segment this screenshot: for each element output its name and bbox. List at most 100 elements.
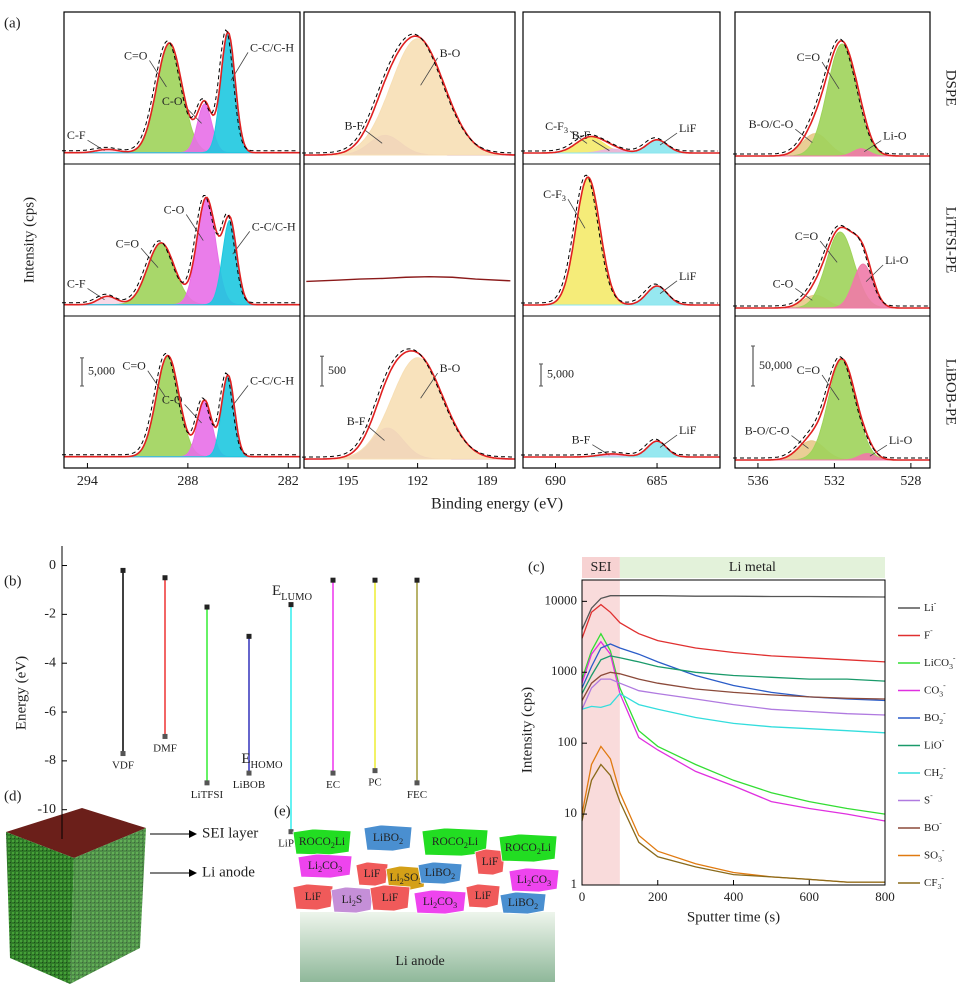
series-line [581,678,886,716]
label-leader [819,240,838,263]
lumo-marker [330,577,336,583]
sei-component [355,861,389,887]
measured-data [62,352,298,456]
text-part: LiBO [373,832,399,844]
peak-label: C=O [122,358,146,372]
label-leader [659,132,678,146]
homo-marker [330,770,336,776]
peak-label: Li-O [885,253,909,267]
y-tick-label: 1 [571,876,578,891]
sei-component [498,833,558,863]
fit-envelope [523,135,720,154]
x-tick-label: 690 [545,474,566,489]
category-label: VDF [112,759,134,771]
text-part: ROCO [432,836,464,848]
text-part: - [930,791,933,800]
category-label: LiTFSI [191,788,224,800]
component-label: LiF [475,890,492,902]
homo-marker [204,780,210,786]
peak-label: B-O [440,361,461,375]
xps-column: 536 532 528 B-O/C-O C=O Li-O C-O C=O Li-O B-O/C-O… [733,11,931,489]
label-leader [87,139,105,152]
text-part: 2 [939,772,943,781]
legend-label: BO2- [924,708,946,726]
sei-component [417,861,463,885]
cube-right [70,828,146,984]
peak-label: B-F [347,414,366,428]
component-label: LiF [364,868,381,880]
panel-label: (d) [4,788,22,804]
region-shade [582,580,620,885]
x-tick-label: 600 [800,889,820,904]
category-label: PC [368,776,381,788]
component-label: Li2CO3 [308,860,342,875]
sei-component [292,883,334,911]
measured-data [521,438,718,456]
cube-left [6,832,74,984]
fit-envelope [523,440,720,458]
x-tick-label: 189 [477,474,498,489]
text-part: C-O [164,202,185,216]
label-leader [659,434,678,448]
text-part: C=O [124,48,148,62]
text-part: CO [531,874,547,886]
lumo-marker [162,575,168,581]
fit-envelope [304,350,515,460]
x-axis-label: Sputter time (s) [687,909,780,925]
x-axis-label: Binding energy (eV) [431,496,563,513]
text-part: Li [342,894,352,906]
text-part: Li [308,860,318,872]
text-part: C=O [797,50,821,64]
x-tick-label: 800 [875,889,895,904]
sei-component [413,889,467,915]
annotation: ELUMO [272,583,313,602]
fitted-peak [735,231,930,309]
component-label: ROCO2Li [432,836,478,851]
text-part: Li [335,836,345,848]
peak-label: LiF [679,423,697,437]
label-leader [185,214,204,241]
text-part: LiF [305,891,322,903]
label-leader [230,52,249,81]
component-label: LiBO2 [373,832,403,847]
category-label: FEC [407,788,427,800]
peak-label: C-F3 [545,119,568,136]
peak-label: B-O [440,46,461,60]
measured-data [521,174,718,304]
text-part: C-F [67,276,86,290]
text-part: C-C/C-H [250,40,294,54]
legend-label: LiO- [924,736,945,751]
sei-component [292,828,352,856]
text-part: B-O [440,46,461,60]
text-part: B-F [347,414,366,428]
component-label: LiF [382,892,399,904]
scale-label: 5,000 [88,364,115,378]
sei-component [474,848,506,876]
text-part: SO [924,849,938,861]
series-line [581,603,886,663]
label-leader [869,444,888,457]
label-leader [364,129,383,144]
text-part: Li [924,602,934,614]
peak-label: C-O [773,276,794,290]
scale-label: 50,000 [759,358,792,372]
text-part: Li [541,842,551,854]
anode [300,912,555,982]
text-part: 2 [537,847,541,856]
region-label: SEI [590,560,611,575]
fitted-peak [303,38,516,156]
text-part: LiO [924,739,942,751]
label-leader [863,140,882,153]
label-leader [592,139,610,151]
fit-envelope [523,176,720,306]
label-leader [592,444,610,456]
text-part: 2 [433,901,437,910]
peak-label: Li-O [889,433,913,447]
annotation: EHOMO [241,751,283,770]
x-tick-label: 536 [747,474,768,489]
text-part: CH [924,767,939,779]
lumo-marker [288,602,294,608]
category-label: LiBOB [233,779,265,791]
fit-envelope [304,35,515,156]
text-part: C-F [67,128,86,142]
